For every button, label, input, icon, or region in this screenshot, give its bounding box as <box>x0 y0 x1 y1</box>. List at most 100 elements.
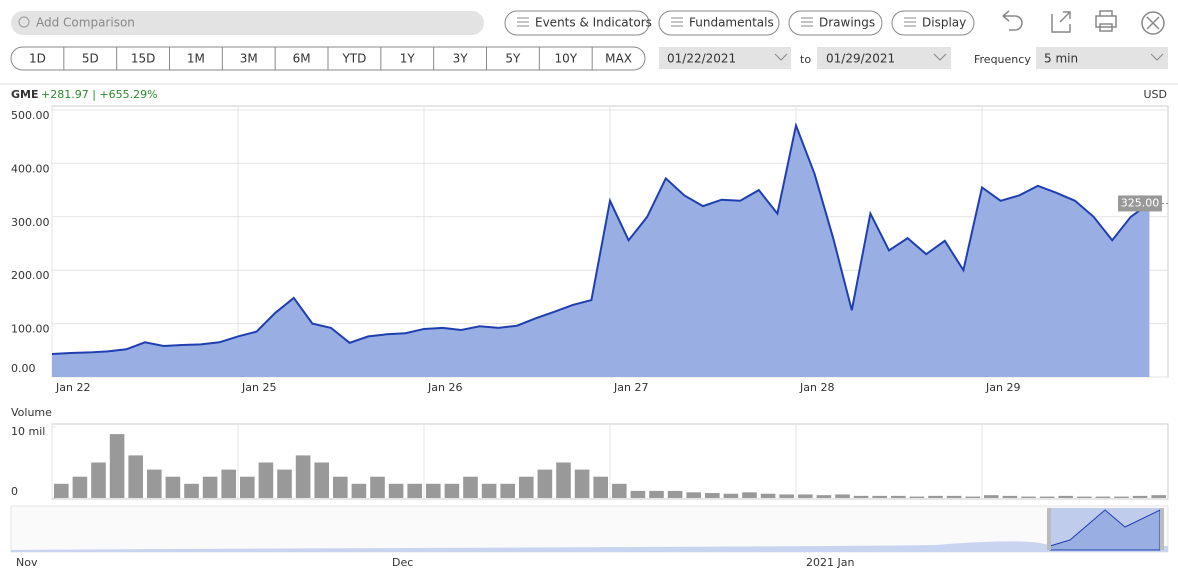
dropdown-arrow <box>933 53 947 61</box>
close-x <box>1146 16 1160 30</box>
volume-bar <box>798 494 813 498</box>
volume-bar <box>537 469 553 498</box>
volume-bar <box>109 434 125 498</box>
y-tick-label: 200.00 <box>11 269 50 282</box>
toolbar-button-label: Drawings <box>819 16 875 30</box>
volume-bar <box>705 493 720 498</box>
volume-bar <box>630 490 646 498</box>
volume-bar <box>184 483 199 498</box>
volume-bar <box>295 455 311 498</box>
navigator-window-area <box>1049 509 1161 551</box>
range-label: MAX <box>605 52 632 66</box>
search-icon <box>18 16 30 28</box>
range-label: 5D <box>82 52 99 66</box>
toolbar-button[interactable] <box>788 10 883 36</box>
toolbar-button[interactable] <box>891 10 975 36</box>
toolbar-button-label: Events & Indicators <box>535 16 652 30</box>
volume-bar <box>370 476 385 498</box>
navigator-label: 2021 Jan <box>806 556 854 569</box>
last-price-label: 325.00 <box>1121 196 1160 209</box>
undo-icon[interactable] <box>1002 10 1023 31</box>
toolbar-button[interactable] <box>658 10 780 36</box>
volume-bar <box>984 495 999 498</box>
volume-bar <box>463 476 478 498</box>
navigator-handle[interactable] <box>1047 508 1051 550</box>
volume-bar <box>351 483 367 498</box>
volume-bar <box>314 462 329 498</box>
navigator-handle[interactable] <box>1160 508 1164 550</box>
volume-bar <box>835 494 850 498</box>
volume-bar <box>1077 496 1092 498</box>
volume-bar <box>742 492 757 498</box>
x-tick-label: Jan 28 <box>799 381 834 394</box>
x-tick-label: Jan 25 <box>241 381 276 394</box>
search-box[interactable] <box>11 11 484 35</box>
volume-bar <box>72 476 88 498</box>
from-date[interactable] <box>659 47 791 69</box>
frequency-text: 5 min <box>1044 52 1078 66</box>
volume-title: Volume <box>11 406 52 419</box>
frequency-label: Frequency <box>974 53 1031 66</box>
volume-bar <box>928 495 943 498</box>
volume-bar <box>481 483 497 498</box>
volume-bar <box>965 496 980 498</box>
range-label: 1Y <box>400 52 416 66</box>
frequency-select[interactable] <box>1036 47 1168 69</box>
toolbar-icons <box>1002 10 1165 35</box>
volume-tick-label: 0 <box>11 485 18 498</box>
volume-bar <box>574 469 590 498</box>
x-tick-label: Jan 29 <box>985 381 1020 394</box>
volume-bar <box>649 490 664 498</box>
volume-bar <box>779 494 794 498</box>
volume-bar <box>91 462 106 498</box>
range-label: 15D <box>131 52 156 66</box>
volume-bar <box>54 483 69 498</box>
volume-bar <box>872 495 887 498</box>
volume-bar <box>686 492 701 498</box>
range-label: 5Y <box>505 52 521 66</box>
volume-bar <box>593 476 608 498</box>
volume-bar <box>500 483 515 498</box>
dropdown-arrow <box>1150 53 1164 61</box>
volume-bar <box>258 462 274 498</box>
volume-bar <box>388 483 404 498</box>
toolbar-button[interactable] <box>504 10 650 36</box>
dropdown-arrow <box>774 53 788 61</box>
volume-bar <box>444 483 460 498</box>
volume-bar <box>723 493 739 498</box>
volume-bar <box>1039 496 1055 498</box>
range-label: 10Y <box>554 52 577 66</box>
x-tick-label: Jan 26 <box>427 381 462 394</box>
volume-bar <box>816 495 832 498</box>
y-tick-label: 300.00 <box>11 216 50 229</box>
volume-bar <box>1002 495 1018 498</box>
print-icon[interactable] <box>1095 10 1117 32</box>
volume-bar <box>221 469 236 498</box>
volume-bar <box>760 493 776 498</box>
navigator-area <box>11 541 1168 552</box>
close-icon[interactable] <box>1141 11 1165 35</box>
y-tick-label: 100.00 <box>11 323 50 336</box>
volume-bar <box>165 476 181 498</box>
volume-bar <box>946 495 962 498</box>
range-label: YTD <box>341 52 366 66</box>
export-icon[interactable] <box>1051 11 1071 33</box>
navigator <box>10 505 1169 553</box>
volume-bar <box>1021 496 1036 498</box>
volume-bar <box>667 490 683 498</box>
y-tick-label: 400.00 <box>11 162 50 175</box>
to-date[interactable] <box>817 47 951 69</box>
volume-bar <box>202 476 218 498</box>
volume-bar <box>853 495 869 498</box>
x-tick-label: Jan 22 <box>55 381 90 394</box>
volume-bar <box>1114 496 1129 498</box>
navigator-label: Dec <box>392 556 413 569</box>
volume-bar <box>612 483 627 498</box>
range-label: 3M <box>240 52 258 66</box>
range-label: 6M <box>293 52 311 66</box>
change: +281.97 | +655.29% <box>41 88 158 101</box>
volume-bar <box>891 495 906 498</box>
y-tick-label: 0.00 <box>11 362 36 375</box>
navigator-label: Nov <box>16 556 38 569</box>
